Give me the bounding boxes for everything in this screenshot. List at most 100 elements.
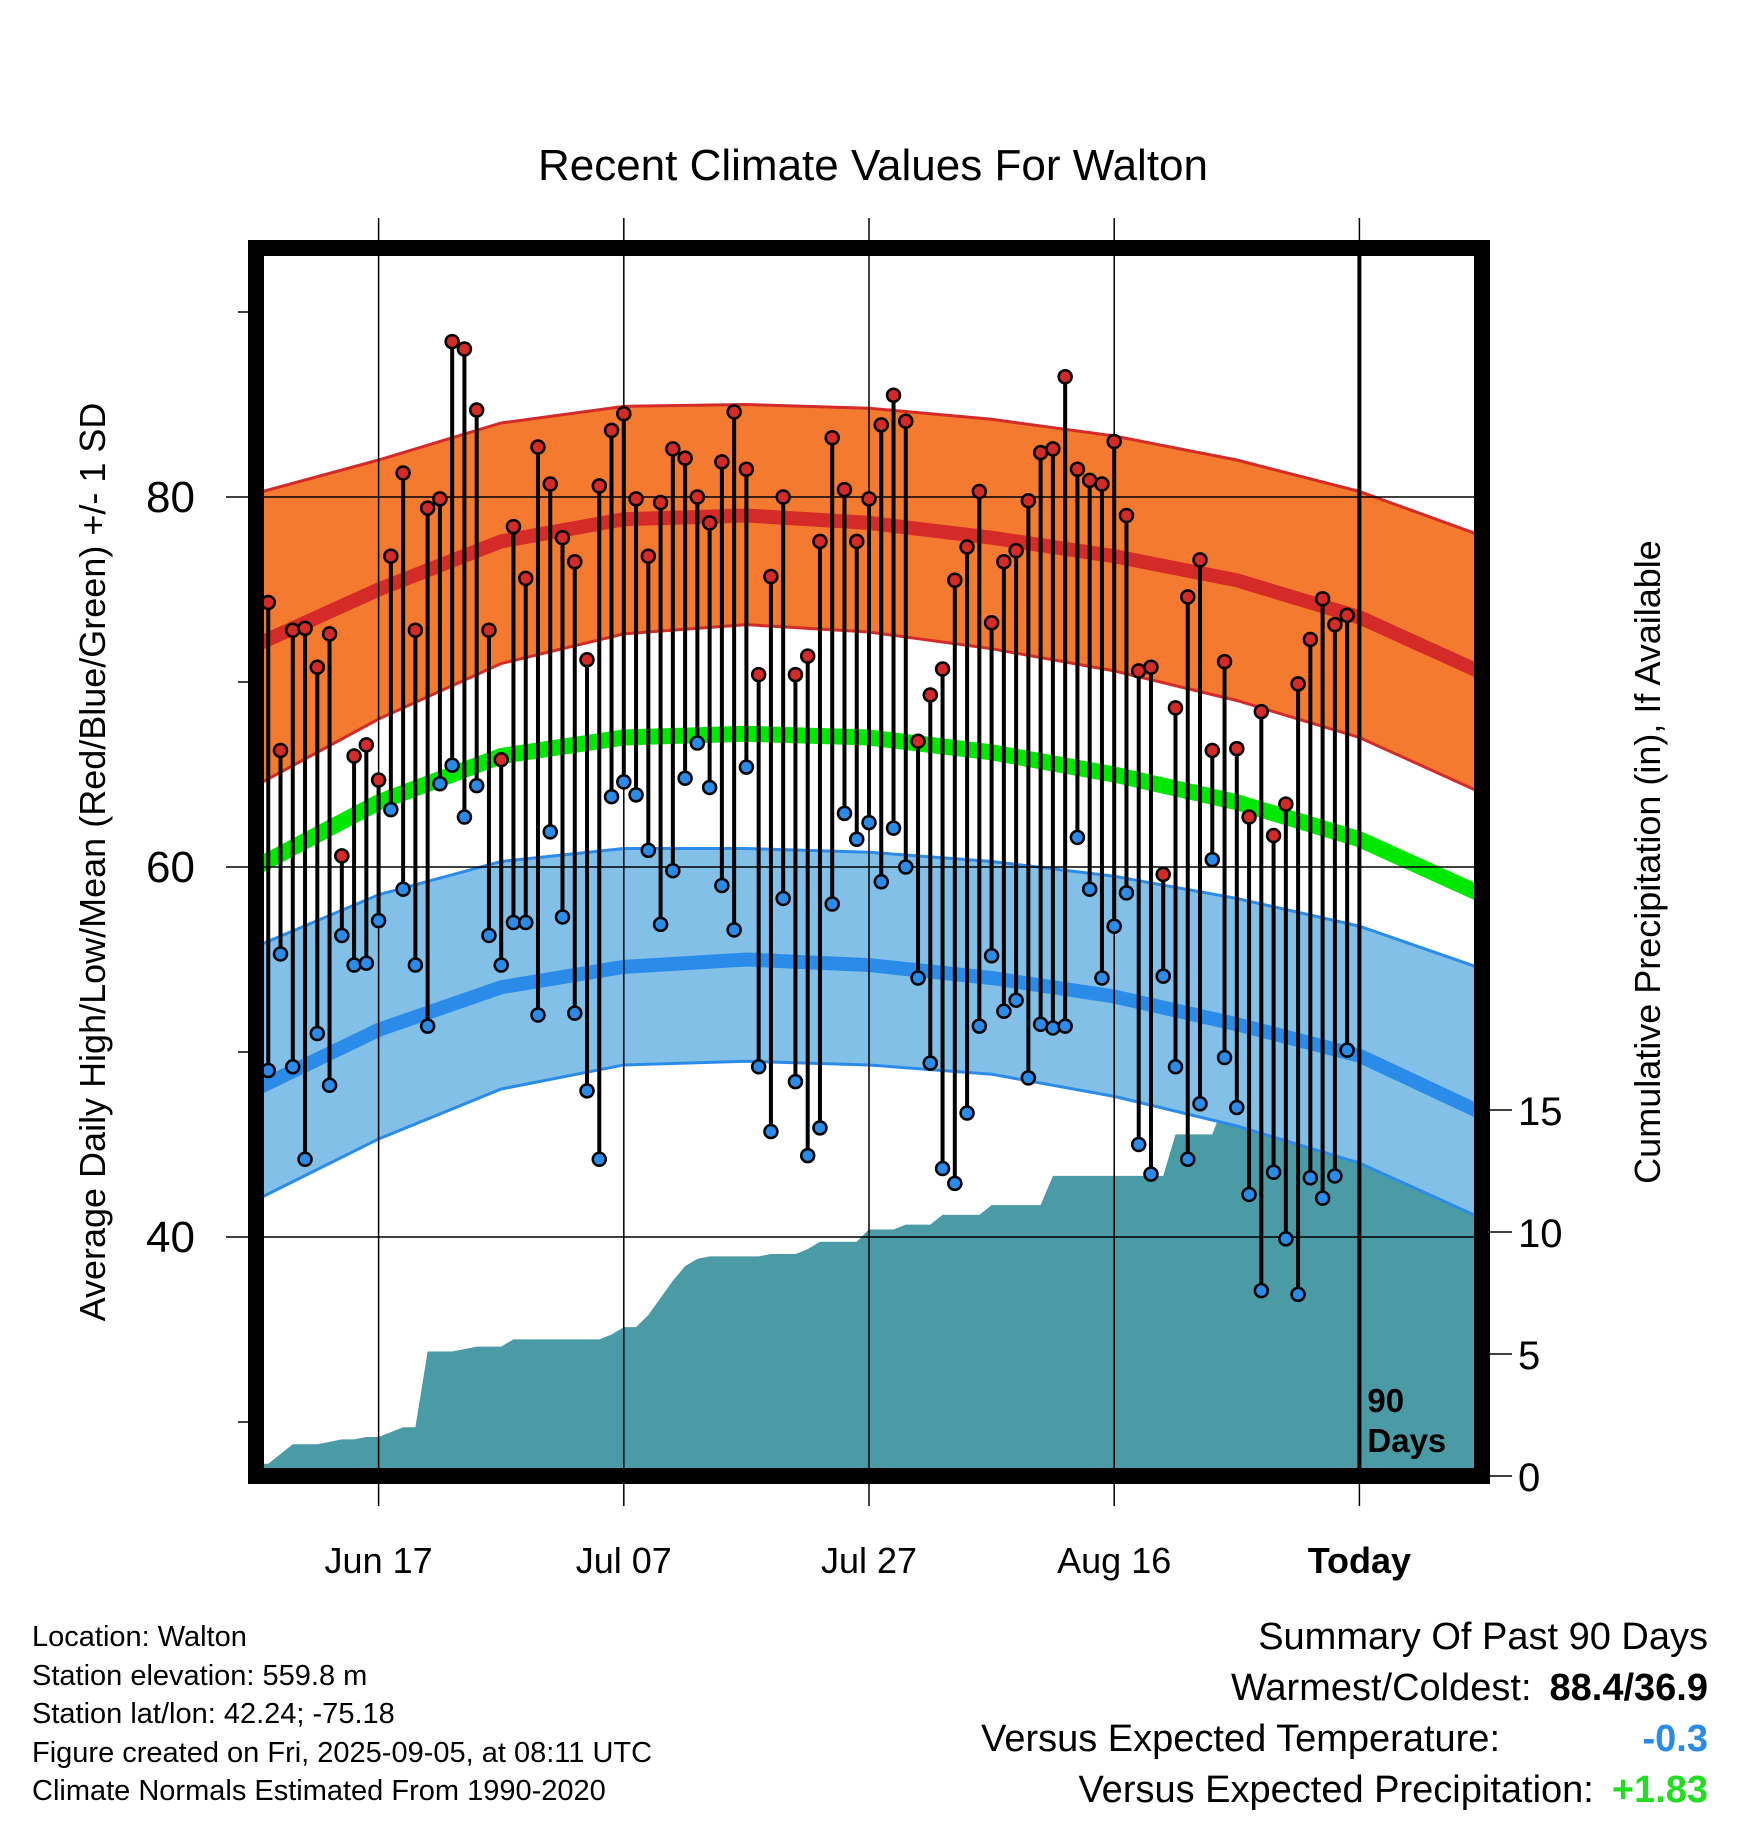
daily-low-point [640, 842, 657, 859]
daily-high-point [1081, 472, 1098, 489]
daily-high-point [383, 548, 399, 564]
daily-high-point [1290, 676, 1306, 692]
daily-high-point [1192, 552, 1208, 568]
daily-high-point [481, 622, 497, 638]
daily-high-point [321, 626, 338, 642]
daily-low-point [1008, 992, 1024, 1008]
daily-high-point [738, 461, 755, 477]
daily-low-point [419, 1018, 436, 1034]
daily-low-point [996, 1003, 1012, 1020]
daily-low-point [652, 916, 669, 933]
location-text: Location: Walton [32, 1621, 247, 1653]
daily-low-point [922, 1055, 939, 1071]
daily-low-point [1265, 1164, 1282, 1180]
daily-low-point [983, 948, 1000, 964]
daily-low-point [1155, 968, 1171, 984]
daily-low-point [750, 1059, 767, 1075]
daily-low-point [616, 774, 632, 790]
daily-low-point [346, 957, 362, 973]
daily-low-point [370, 912, 387, 929]
daily-high-point [910, 733, 926, 749]
daily-low-point [468, 777, 485, 794]
y2-tick-label: 5 [1518, 1334, 1540, 1378]
daily-low-point [677, 770, 693, 786]
x-tick-label: Jul 07 [576, 1540, 672, 1581]
daily-high-point [763, 568, 779, 585]
daily-low-point [628, 787, 644, 803]
daily-low-point [517, 914, 534, 931]
daily-high-point [1094, 476, 1110, 492]
daily-high-point [677, 450, 693, 466]
summary-precip: Versus Expected Precipitation: +1.83 [981, 1765, 1708, 1816]
daily-high-point [1339, 607, 1355, 624]
daily-low-point [947, 1175, 963, 1192]
daily-high-point [285, 622, 301, 638]
warmest-coldest-label: Warmest/Coldest: [1230, 1667, 1532, 1709]
daily-low-point [775, 890, 791, 907]
daily-high-point [1216, 653, 1233, 670]
daily-high-point [1229, 740, 1245, 757]
daily-low-point [763, 1123, 779, 1140]
daily-low-point [481, 927, 497, 944]
daily-high-point [959, 539, 975, 555]
daily-high-point [1327, 616, 1343, 633]
daily-low-point [1327, 1168, 1343, 1184]
daily-high-point [272, 742, 289, 759]
y2-tick-label: 0 [1518, 1456, 1540, 1500]
daily-high-point [1106, 433, 1122, 450]
daily-low-point [1069, 829, 1086, 846]
summary-temp: Versus Expected Temperature: -0.3 [981, 1714, 1708, 1765]
daily-high-point [726, 404, 742, 420]
daily-low-point [456, 809, 473, 825]
daily-high-point [1032, 444, 1049, 461]
daily-high-point [836, 481, 853, 498]
latlon-text: Station lat/lon: 42.24; -75.18 [32, 1698, 395, 1730]
y-tick-label: 40 [146, 1213, 195, 1262]
daily-low-point [1167, 1059, 1184, 1075]
daily-low-point [1216, 1049, 1233, 1066]
daily-low-point [1106, 918, 1122, 934]
daily-low-point [1118, 885, 1135, 901]
daily-high-point [432, 491, 448, 507]
daily-low-point [1229, 1099, 1245, 1116]
daily-low-point [1241, 1186, 1257, 1203]
daily-high-point [1069, 461, 1086, 477]
daily-low-point [383, 801, 399, 818]
daily-low-point [836, 805, 853, 822]
daily-high-point [824, 430, 840, 446]
daily-high-point [616, 406, 632, 422]
daily-high-point [554, 529, 571, 546]
daily-low-point [1020, 1070, 1037, 1086]
y2-tick-label: 10 [1518, 1212, 1563, 1256]
daily-high-point [603, 422, 620, 439]
daily-high-point [934, 661, 951, 677]
daily-high-point [971, 483, 988, 500]
daily-low-point [873, 874, 890, 890]
daily-high-point [1155, 866, 1171, 883]
daily-high-point [1314, 591, 1331, 607]
daily-low-point [1130, 1136, 1147, 1153]
daily-high-point [297, 620, 313, 637]
daily-high-point [1167, 700, 1184, 716]
daily-high-point [1302, 631, 1319, 648]
daily-high-point [947, 572, 963, 588]
daily-low-point [1045, 1020, 1061, 1036]
daily-high-point [1057, 369, 1073, 385]
daily-low-point [1314, 1190, 1331, 1206]
daily-low-point [824, 896, 840, 912]
daily-low-point [554, 909, 571, 925]
created-text: Figure created on Fri, 2025-09-05, at 08… [32, 1736, 653, 1769]
daily-high-point [419, 500, 436, 516]
elevation-text: Station elevation: 559.8 m [32, 1659, 368, 1692]
y-axis-label: Average Daily High/Low/Mean (Red/Blue/Gr… [72, 403, 113, 1322]
daily-high-point [1130, 663, 1147, 679]
daily-high-point [701, 515, 718, 531]
daily-high-point [775, 489, 791, 505]
daily-high-point [652, 494, 669, 511]
daily-high-point [530, 439, 546, 455]
daily-high-point [456, 341, 473, 357]
daily-high-point [665, 441, 681, 457]
daily-low-point [1339, 1042, 1355, 1058]
y2-axis-label: Cumulative Precipitation (in), If Availa… [1627, 540, 1668, 1184]
daily-high-point [334, 848, 350, 864]
